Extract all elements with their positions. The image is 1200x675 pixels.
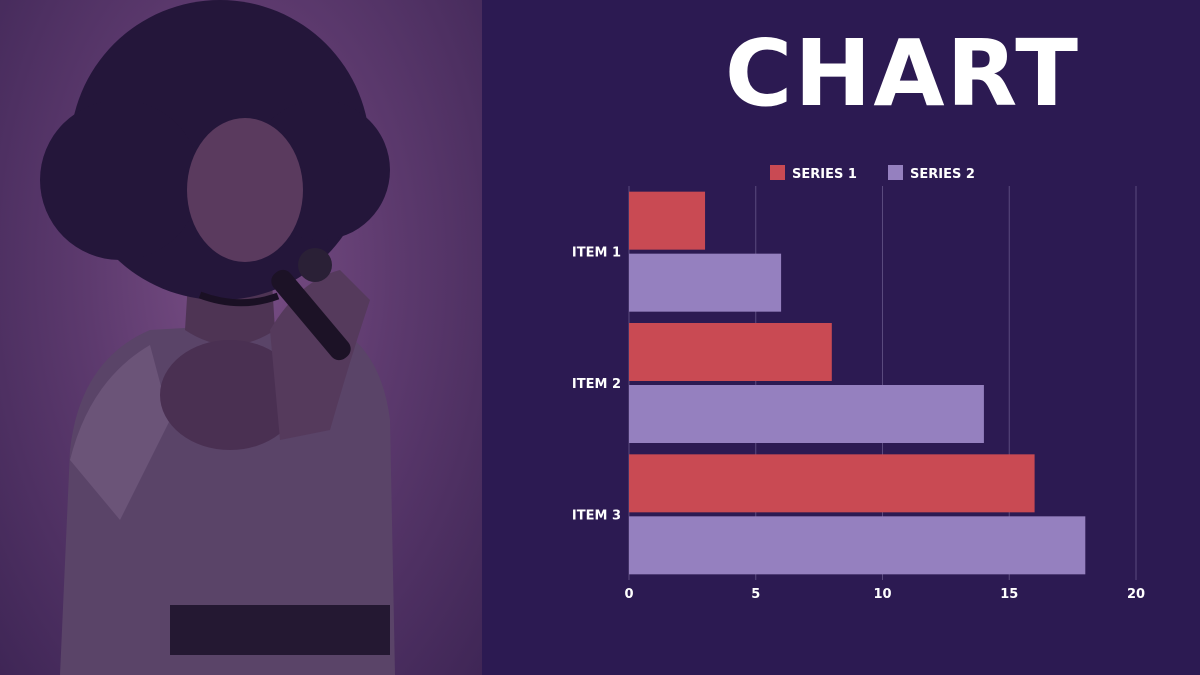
tick-label: 0 <box>624 587 633 602</box>
bar <box>629 454 1035 513</box>
bar <box>629 191 706 250</box>
bar <box>629 385 984 443</box>
bar <box>629 516 1086 575</box>
singer-photo <box>0 0 482 675</box>
page-title: CHART <box>724 20 1080 127</box>
category-label: ITEM 1 <box>572 246 621 261</box>
tick-label: 20 <box>1127 587 1145 602</box>
category-label: ITEM 3 <box>572 508 621 523</box>
tick-label: 5 <box>751 587 760 602</box>
singer-illustration <box>40 0 395 675</box>
tick-label: 15 <box>1000 587 1018 602</box>
bar <box>629 253 782 312</box>
legend-label: SERIES 2 <box>910 167 975 182</box>
bar <box>629 323 832 381</box>
category-label: ITEM 2 <box>572 377 621 392</box>
tick-label: 10 <box>873 587 891 602</box>
legend-swatch <box>888 165 903 180</box>
legend-label: SERIES 1 <box>792 167 857 182</box>
legend-swatch <box>770 165 785 180</box>
